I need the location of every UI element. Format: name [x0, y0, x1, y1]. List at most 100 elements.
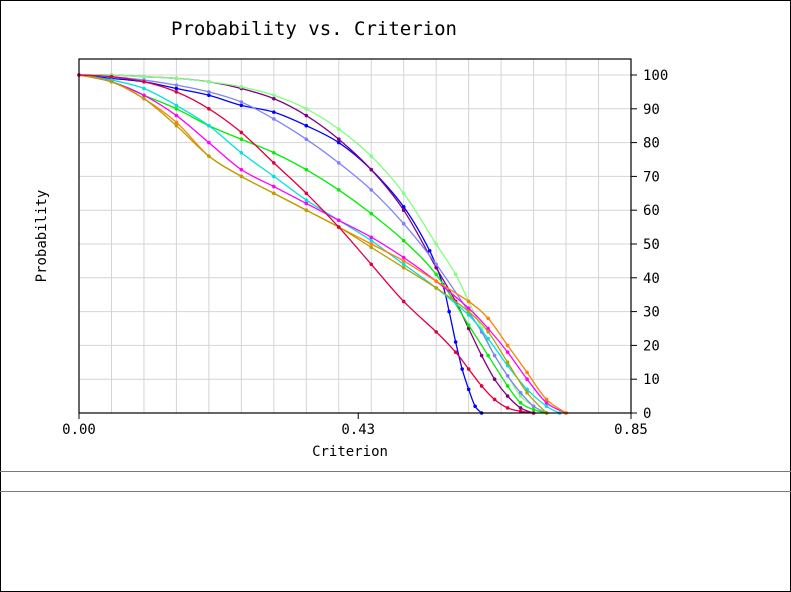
series-olive-point	[434, 286, 438, 290]
series-green-point	[336, 188, 341, 192]
series-magenta-point	[401, 255, 406, 260]
series-cyan-line	[78, 74, 560, 414]
series-crimson-point	[336, 225, 341, 229]
series-green-point	[174, 107, 179, 111]
series-crimson-point	[479, 384, 484, 388]
series-magenta-point	[272, 184, 276, 189]
y-tick-label: 30	[643, 305, 660, 321]
series-blue-point	[336, 140, 341, 145]
series-lavender	[77, 73, 549, 415]
series-light-green-point	[272, 93, 276, 98]
series-olive-point	[369, 245, 374, 250]
series-green-point	[304, 167, 309, 172]
series-lavender-point	[336, 161, 341, 165]
y-tick-label: 70	[643, 169, 660, 185]
series-crimson-point	[466, 367, 471, 371]
series-crimson-point	[369, 262, 374, 267]
y-tick-label: 60	[643, 203, 660, 219]
series-olive-point	[466, 309, 471, 314]
series-light-green-point	[239, 85, 244, 89]
series-crimson-point	[304, 191, 309, 196]
series-green-point	[486, 353, 490, 358]
separator-top	[0, 471, 791, 472]
series-crimson-point	[434, 330, 438, 334]
y-tick-label: 10	[643, 372, 660, 388]
y-tick-label: 20	[643, 338, 660, 354]
series-cyan-point	[272, 174, 276, 179]
series-cyan-point	[304, 198, 309, 202]
series-magenta-point	[369, 235, 374, 240]
series-layer	[77, 73, 568, 415]
series-blue-point	[239, 103, 244, 108]
separator-bottom	[0, 491, 791, 492]
series-green-point	[531, 407, 536, 412]
series-olive-point	[525, 390, 529, 395]
series-blue-point	[272, 110, 276, 114]
series-green-point	[434, 272, 438, 277]
series-cyan-point	[544, 404, 549, 409]
series-magenta-point	[207, 140, 211, 145]
x-axis-label: Criterion	[312, 444, 388, 460]
y-axis-label: Probability	[34, 190, 50, 283]
series-orange-point	[525, 370, 529, 375]
series-lavender-point	[369, 188, 374, 192]
x-tick-label: 0.43	[341, 422, 375, 438]
series-purple-point	[505, 394, 510, 398]
series-crimson-point	[239, 130, 244, 135]
series-crimson-point	[142, 79, 146, 84]
series-olive-point	[401, 265, 406, 270]
series-cyan-point	[174, 103, 179, 108]
series-blue-point	[207, 93, 211, 98]
series-crimson-point	[492, 397, 497, 402]
series-light-green-point	[434, 242, 438, 246]
series-blue-point	[447, 309, 451, 314]
series-cyan-point	[466, 313, 471, 317]
series-lavender-point	[207, 90, 211, 94]
series-crimson-point	[453, 350, 458, 354]
series-green-line	[78, 74, 547, 414]
series-lavender-point	[239, 100, 244, 104]
series-light-green-point	[401, 191, 406, 196]
series-olive-point	[142, 96, 146, 101]
series-magenta-point	[239, 167, 244, 172]
series-green-point	[272, 150, 276, 155]
series-light-green-point	[453, 272, 458, 277]
y-tick-label: 90	[643, 102, 660, 118]
series-light-green-point	[336, 127, 341, 131]
series-orange-point	[466, 299, 471, 304]
series-lavender-point	[434, 262, 438, 267]
series-light-green-point	[174, 76, 179, 81]
series-crimson-point	[518, 409, 523, 414]
series-cyan-point	[207, 123, 211, 128]
series-olive-point	[505, 360, 510, 365]
series-green-point	[239, 137, 244, 142]
series-light-green-point	[142, 74, 146, 79]
series-olive-point	[109, 79, 114, 84]
series-lavender-point	[401, 221, 406, 226]
series-olive-point	[207, 154, 211, 158]
series-magenta-point	[544, 401, 549, 405]
series-magenta-point	[505, 350, 510, 354]
series-crimson-point	[401, 299, 406, 304]
series-blue-point	[466, 387, 471, 392]
series-olive-point	[272, 191, 276, 196]
plot-area	[78, 58, 632, 414]
series-cyan-point	[525, 387, 529, 392]
series-orange-line	[78, 74, 567, 414]
series-magenta-point	[336, 218, 341, 223]
series-purple-point	[434, 265, 438, 270]
series-lavender-point	[518, 390, 523, 395]
series-light-green-point	[207, 79, 211, 84]
series-olive-point	[174, 123, 179, 128]
x-axis-ticks: 0.00 0.43 0.85	[62, 413, 648, 438]
series-purple-point	[518, 406, 523, 410]
series-crimson-point	[207, 107, 211, 111]
series-magenta-point	[525, 377, 529, 382]
series-orange-point	[544, 397, 549, 402]
series-blue-point	[427, 248, 432, 253]
series-orange-point	[486, 316, 490, 321]
grid-lines	[79, 59, 631, 413]
y-tick-label: 0	[643, 406, 651, 422]
